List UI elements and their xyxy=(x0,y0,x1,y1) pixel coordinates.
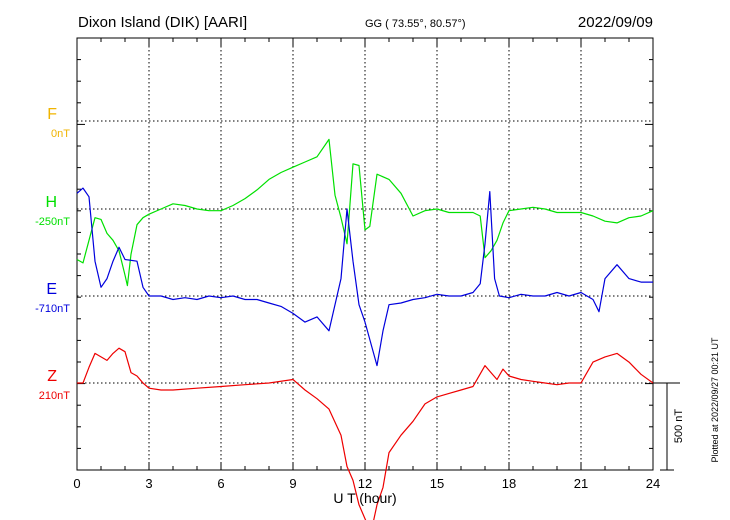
series-lines xyxy=(76,138,654,520)
plotted-at-note: Plotted at 2022/09/27 00:21 UT xyxy=(710,337,720,463)
scale-bar-label: 500 nT xyxy=(673,409,685,444)
x-tick-label: 15 xyxy=(430,476,444,491)
series-name-h: H xyxy=(45,194,57,211)
x-tick-label: 6 xyxy=(217,476,224,491)
series-name-f: F xyxy=(47,106,57,123)
x-tick-label: 18 xyxy=(502,476,516,491)
grid xyxy=(77,38,653,470)
x-tick-label: 3 xyxy=(145,476,152,491)
axis-ticks xyxy=(76,38,654,470)
series-line-h xyxy=(76,138,654,287)
series-name-z: Z xyxy=(47,368,57,385)
x-tick-label: 0 xyxy=(73,476,80,491)
series-baseline-z: 210nT xyxy=(39,390,70,402)
date-label: 2022/09/09 xyxy=(578,14,653,31)
x-tick-label: 21 xyxy=(574,476,588,491)
x-tick-label: 24 xyxy=(646,476,660,491)
series-name-e: E xyxy=(46,281,57,298)
series-line-e xyxy=(76,187,653,367)
coords-label: GG ( 73.55°, 80.57°) xyxy=(365,18,466,30)
series-line-z xyxy=(77,347,654,520)
series-baseline-f: 0nT xyxy=(51,128,70,140)
scale-bar: 500 nT xyxy=(653,382,685,471)
series-labels: F 0nT H -250nT E -710nT Z 210nT xyxy=(35,106,70,402)
station-title: Dixon Island (DIK) [AARI] xyxy=(78,14,247,31)
x-tick-label: 9 xyxy=(289,476,296,491)
x-tick-labels: 0 3 6 9 12 15 18 21 24 xyxy=(73,476,660,491)
x-tick-label: 12 xyxy=(358,476,372,491)
x-axis-label: U T (hour) xyxy=(333,490,396,506)
series-baseline-h: -250nT xyxy=(35,216,70,228)
series-baseline-e: -710nT xyxy=(35,303,70,315)
